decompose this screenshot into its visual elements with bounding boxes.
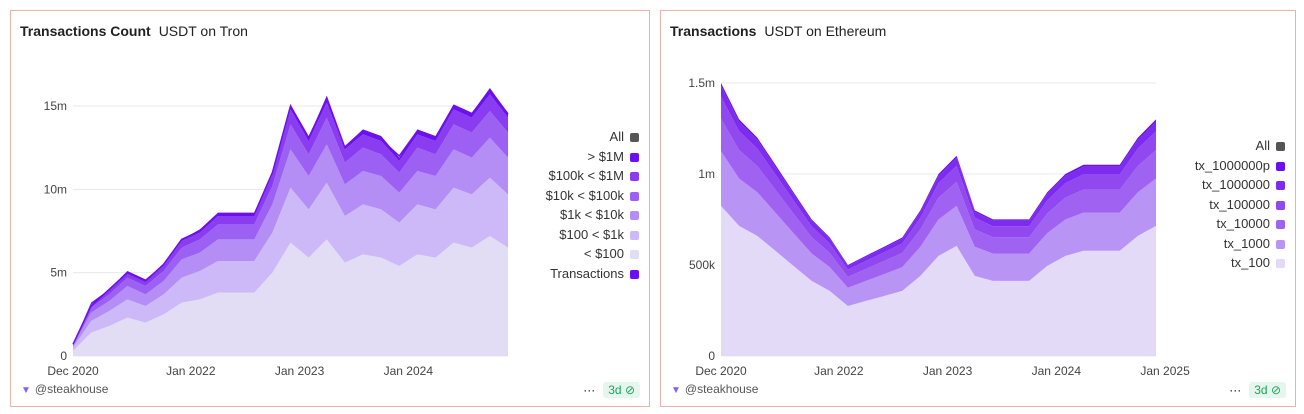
legend-swatch-icon (1276, 200, 1285, 210)
age: 3d (1254, 383, 1268, 397)
y-tick-label: 0 (60, 349, 67, 363)
legend-item[interactable]: All (1195, 136, 1285, 156)
legend-item[interactable]: tx_1000000 (1195, 175, 1285, 195)
author-name: @steakhouse (34, 382, 109, 396)
legend-swatch-icon (630, 250, 639, 259)
author[interactable]: ▼ @steakhouse (21, 382, 108, 396)
line-transactions (72, 88, 509, 345)
legend-item[interactable]: tx_100 (1195, 253, 1285, 273)
y-tick-label: 15m (44, 99, 67, 113)
tron-chart: 0 5m 10m 15m Dec 2020 Jan 2022 Jan 2023 Jan 202… (44, 88, 509, 378)
area-tx-100 (721, 205, 1156, 356)
y-tick-label: 10m (44, 182, 67, 196)
steakhouse-logo-icon: ▼ (671, 385, 681, 396)
area-tx-1000 (721, 151, 1156, 306)
legend-label: $100 < $1k (559, 226, 624, 242)
legend-item[interactable]: $100k < $1M (546, 166, 639, 186)
legend-label: tx_100 (1230, 255, 1270, 270)
legend-swatch-icon (1276, 142, 1285, 151)
refresh-age-badge[interactable]: 3d ⊘ (603, 382, 640, 398)
legend-label: tx_10000 (1216, 216, 1271, 231)
check-circle-icon: ⊘ (1270, 383, 1281, 397)
legend-swatch-icon (630, 230, 639, 240)
x-tick-label: Dec 2020 (47, 364, 99, 378)
legend-swatch-icon (1276, 259, 1285, 268)
steakhouse-logo-icon: ▼ (21, 385, 31, 396)
check-circle-icon: ⊘ (624, 383, 635, 397)
x-tick-label: Jan 2025 (1140, 364, 1190, 378)
x-tick-label: Jan 2023 (923, 364, 973, 378)
x-tick-label: Jan 2022 (166, 364, 216, 378)
legend: All tx_1000000p tx_1000000 tx_100000 tx_1000… (1195, 136, 1285, 273)
more-options-button[interactable]: ··· (1229, 383, 1242, 397)
legend-item[interactable]: $1k < $10k (546, 205, 639, 225)
legend-item[interactable]: tx_100000 (1195, 195, 1285, 215)
x-tick-label: Jan 2024 (1032, 364, 1082, 378)
x-tick-label: Jan 2022 (814, 364, 864, 378)
legend-swatch-icon (630, 152, 639, 162)
legend-label: > $1M (587, 148, 625, 164)
legend-item[interactable]: tx_10000 (1195, 214, 1285, 234)
y-tick-label: 500k (689, 258, 716, 272)
refresh-age-badge[interactable]: 3d ⊘ (1249, 382, 1286, 398)
legend-swatch-icon (1276, 220, 1285, 229)
y-tick-label: 1.5m (688, 76, 715, 90)
legend-item[interactable]: $10k < $100k (546, 186, 639, 206)
area--1k-10k (73, 137, 508, 348)
subtitle: USDT on Tron (158, 23, 248, 39)
y-tick-label: 1m (698, 167, 715, 181)
author-name: @steakhouse (684, 382, 759, 396)
area--100k-1M (73, 94, 508, 345)
ethereum-chart-panel: Transactions USDT on Ethereum 0 500k 1m 1.5m… (660, 10, 1296, 407)
legend-label: $10k < $100k (545, 187, 624, 203)
legend-item[interactable]: Transactions (546, 264, 639, 284)
legend-label: $1k < $10k (560, 207, 624, 222)
legend-label: tx_1000 (1223, 235, 1270, 251)
legend-label: < $100 (583, 246, 624, 261)
legend-swatch-icon (630, 191, 639, 201)
legend-swatch-icon (630, 211, 639, 220)
legend-item[interactable]: All (546, 127, 639, 147)
legend: All > $1M $100k < $1M $10k < $100k $1k < $10… (546, 127, 639, 283)
legend-label: All (609, 129, 624, 144)
legend-item[interactable]: $100 < $1k (546, 225, 639, 245)
chart-title: Transactions Count USDT on Tron (20, 23, 248, 39)
legend-label: All (1255, 138, 1270, 153)
title: Transactions Count (20, 23, 151, 39)
legend-item[interactable]: < $100 (546, 244, 639, 264)
y-tick-label: 5m (50, 266, 67, 280)
legend-label: tx_100000 (1209, 196, 1270, 212)
legend-label: $100k < $1M (548, 168, 624, 183)
legend-label: tx_1000000p (1194, 157, 1270, 173)
author[interactable]: ▼ @steakhouse (671, 382, 758, 396)
legend-swatch-icon (630, 269, 639, 279)
legend-swatch-icon (1276, 181, 1285, 190)
legend-item[interactable]: tx_1000000p (1195, 156, 1285, 176)
title: Transactions (670, 23, 757, 39)
area-tx-1000000 (721, 85, 1156, 270)
subtitle: USDT on Ethereum (764, 23, 887, 39)
x-tick-label: Jan 2024 (384, 364, 434, 378)
area-tx-100000 (721, 96, 1156, 277)
chart-title: Transactions USDT on Ethereum (670, 23, 886, 39)
legend-swatch-icon (1276, 239, 1285, 249)
legend-swatch-icon (630, 133, 639, 142)
ethereum-chart: 0 500k 1m 1.5m Dec 2020 Jan 2022 Jan 2023 Jan 2… (688, 76, 1190, 378)
legend-item[interactable]: > $1M (546, 147, 639, 167)
x-tick-label: Jan 2023 (275, 364, 325, 378)
legend-label: tx_1000000 (1202, 177, 1270, 192)
legend-swatch-icon (1276, 161, 1285, 171)
x-tick-label: Dec 2020 (695, 364, 747, 378)
legend-item[interactable]: tx_1000 (1195, 234, 1285, 254)
area-tx-1000000p (721, 83, 1156, 266)
area--100-1k (73, 177, 508, 351)
y-tick-label: 0 (708, 349, 715, 363)
more-options-button[interactable]: ··· (583, 383, 596, 397)
tron-chart-panel: Transactions Count USDT on Tron 0 5m 10m 15m… (10, 10, 650, 407)
legend-swatch-icon (630, 172, 639, 181)
area-tx-10000 (721, 118, 1156, 288)
area--10k-100k (73, 111, 508, 346)
age: 3d (608, 383, 622, 397)
legend-label: Transactions (550, 265, 624, 281)
